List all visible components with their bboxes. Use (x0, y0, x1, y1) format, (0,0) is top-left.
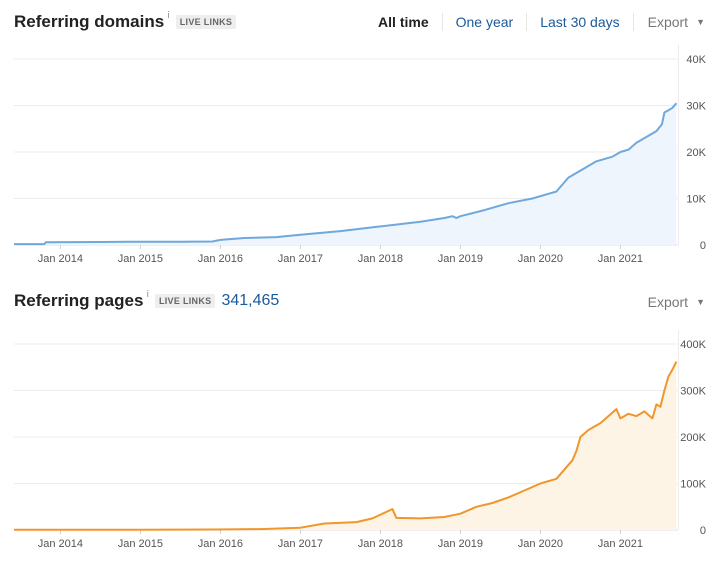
x-tick-label: Jan 2016 (198, 538, 243, 550)
pages-header: Referring pages i LIVE LINKS 341,465 (14, 289, 279, 313)
export-button[interactable]: Export ▼ (632, 13, 719, 31)
referring-domains-chart: 0 10K 20K 30K 40K Jan 2014 Jan 2015 Jan 2016 Jan… (14, 45, 707, 265)
x-tick-label: Jan 2014 (38, 538, 83, 550)
y-tick-label: 100K (680, 479, 706, 491)
domains-header: Referring domains i LIVE LINKS (14, 10, 237, 34)
x-tick-label: Jan 2017 (278, 538, 323, 550)
x-tick-label: Jan 2015 (118, 253, 163, 265)
x-tick-label: Jan 2014 (38, 253, 83, 265)
info-icon[interactable]: i (146, 290, 149, 300)
y-tick-label: 40K (686, 54, 706, 66)
y-tick-label: 200K (680, 432, 706, 444)
tab-one-year[interactable]: One year (441, 13, 527, 31)
export-label: Export (647, 294, 689, 310)
referring-pages-chart: 0 100K 200K 300K 400K Jan 2014 Jan 2015 Jan 201… (14, 330, 707, 550)
pages-title: Referring pages (14, 291, 144, 310)
live-links-badge: LIVE LINKS (175, 15, 237, 29)
pages-total: 341,465 (221, 292, 280, 309)
series-line (14, 102, 678, 246)
caret-down-icon: ▼ (696, 17, 705, 27)
y-tick-label: 0 (700, 525, 706, 537)
tab-last-30-days[interactable]: Last 30 days (526, 13, 632, 31)
series-line (14, 361, 678, 531)
x-tick-label: Jan 2016 (198, 253, 243, 265)
y-tick-label: 400K (680, 339, 706, 351)
y-tick-label: 30K (686, 101, 706, 113)
y-tick-label: 0 (700, 240, 706, 252)
x-tick-label: Jan 2015 (118, 538, 163, 550)
x-tick-label: Jan 2018 (358, 538, 403, 550)
area-fill (14, 361, 677, 530)
caret-down-icon: ▼ (696, 297, 705, 307)
x-tick-label: Jan 2018 (358, 253, 403, 265)
export-button[interactable]: Export ▼ (648, 290, 705, 314)
x-tick-label: Jan 2021 (598, 538, 643, 550)
x-tick-label: Jan 2019 (438, 253, 483, 265)
x-tick-label: Jan 2021 (598, 253, 643, 265)
live-links-badge: LIVE LINKS (154, 294, 216, 308)
tab-all-time[interactable]: All time (378, 14, 429, 30)
y-tick-label: 10K (686, 194, 706, 206)
y-tick-label: 20K (686, 147, 706, 159)
x-tick-label: Jan 2020 (518, 253, 563, 265)
domains-title: Referring domains (14, 12, 165, 31)
info-icon[interactable]: i (167, 11, 170, 21)
x-tick-label: Jan 2020 (518, 538, 563, 550)
time-range-tabs: All time One year Last 30 days Export ▼ (365, 10, 719, 34)
y-tick-label: 300K (680, 386, 706, 398)
export-label: Export (647, 14, 689, 30)
x-tick-label: Jan 2019 (438, 538, 483, 550)
x-tick-label: Jan 2017 (278, 253, 323, 265)
area-fill (14, 103, 677, 245)
